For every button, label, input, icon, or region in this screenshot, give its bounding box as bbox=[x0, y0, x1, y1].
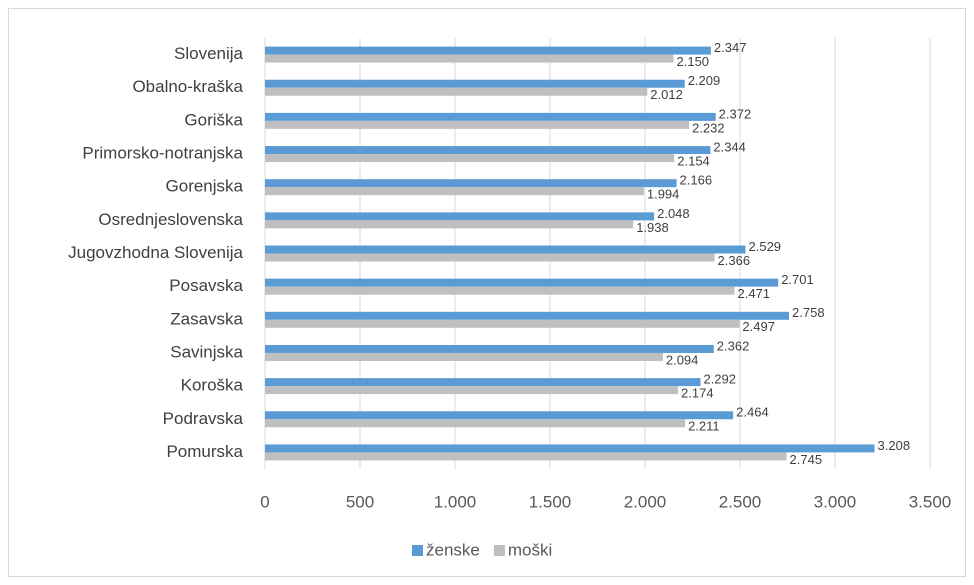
bar bbox=[265, 319, 740, 328]
x-tick-label: 2.500 bbox=[719, 492, 762, 511]
value-label: 2.362 bbox=[717, 338, 750, 353]
value-label: 1.938 bbox=[636, 220, 669, 235]
value-label: 2.166 bbox=[680, 173, 713, 188]
value-label: 2.464 bbox=[736, 405, 769, 420]
bar bbox=[265, 212, 655, 221]
value-label: 2.012 bbox=[650, 87, 683, 102]
bar bbox=[265, 120, 690, 129]
value-label: 2.209 bbox=[688, 73, 721, 88]
value-label: 2.174 bbox=[681, 386, 714, 401]
bar bbox=[265, 444, 875, 453]
y-tick-label: Pomurska bbox=[166, 442, 243, 461]
y-tick-label: Zasavska bbox=[170, 309, 243, 328]
value-label: 2.154 bbox=[677, 153, 710, 168]
legend-label: moški bbox=[508, 540, 552, 559]
bar bbox=[265, 378, 701, 387]
y-tick-label: Primorsko-notranjska bbox=[82, 144, 243, 163]
y-tick-label: Goriška bbox=[184, 110, 243, 129]
y-tick-label: Jugovzhodna Slovenija bbox=[68, 243, 243, 262]
bar bbox=[265, 352, 663, 361]
x-tick-label: 3.500 bbox=[909, 492, 952, 511]
bar bbox=[265, 386, 679, 395]
value-label: 2.347 bbox=[714, 40, 747, 55]
value-label: 2.211 bbox=[688, 419, 720, 434]
legend-label: ženske bbox=[426, 540, 480, 559]
y-tick-label: Osrednjeslovenska bbox=[98, 210, 243, 229]
value-label: 2.094 bbox=[666, 352, 699, 367]
bar bbox=[265, 154, 675, 163]
value-label: 2.701 bbox=[781, 272, 814, 287]
bar bbox=[265, 286, 735, 295]
value-label: 2.232 bbox=[692, 120, 725, 135]
y-tick-label: Gorenjska bbox=[166, 177, 244, 196]
value-label: 3.208 bbox=[878, 438, 911, 453]
x-tick-label: 0 bbox=[260, 492, 269, 511]
x-tick-label: 3.000 bbox=[814, 492, 857, 511]
bar bbox=[265, 311, 790, 320]
value-label: 2.758 bbox=[792, 305, 825, 320]
bar bbox=[265, 112, 716, 121]
bar bbox=[265, 419, 686, 428]
legend-swatch bbox=[493, 545, 505, 556]
x-tick-label: 1.000 bbox=[434, 492, 477, 511]
bar bbox=[265, 245, 746, 254]
value-label: 2.529 bbox=[749, 239, 782, 254]
value-label: 2.048 bbox=[657, 206, 690, 221]
y-tick-label: Podravska bbox=[163, 409, 244, 428]
value-label: 2.372 bbox=[719, 106, 752, 121]
y-tick-label: Posavska bbox=[169, 276, 243, 295]
bar bbox=[265, 253, 715, 262]
value-label: 2.344 bbox=[713, 139, 746, 154]
bar bbox=[265, 344, 714, 353]
value-label: 2.745 bbox=[790, 452, 823, 467]
bar bbox=[265, 79, 685, 88]
legend-swatch bbox=[412, 545, 423, 556]
bar bbox=[265, 54, 674, 63]
x-tick-label: 1.500 bbox=[529, 492, 572, 511]
x-tick-label: 500 bbox=[346, 492, 374, 511]
value-label: 2.150 bbox=[677, 54, 710, 69]
bar bbox=[265, 46, 711, 55]
bar bbox=[265, 146, 711, 155]
bar bbox=[265, 179, 677, 188]
bar bbox=[265, 187, 644, 196]
value-label: 2.292 bbox=[703, 372, 736, 387]
y-tick-label: Slovenija bbox=[174, 44, 244, 63]
bar bbox=[265, 278, 779, 287]
y-tick-label: Obalno-kraška bbox=[132, 77, 243, 96]
bar bbox=[265, 452, 787, 461]
bar bbox=[265, 220, 634, 229]
value-label: 1.994 bbox=[647, 187, 680, 202]
y-tick-label: Koroška bbox=[181, 376, 244, 395]
value-label: 2.366 bbox=[718, 253, 751, 268]
value-label: 2.471 bbox=[737, 286, 770, 301]
bar bbox=[265, 87, 648, 96]
y-tick-label: Savinjska bbox=[170, 342, 243, 361]
value-label: 2.497 bbox=[742, 319, 775, 334]
bar bbox=[265, 411, 734, 420]
x-tick-label: 2.000 bbox=[624, 492, 667, 511]
